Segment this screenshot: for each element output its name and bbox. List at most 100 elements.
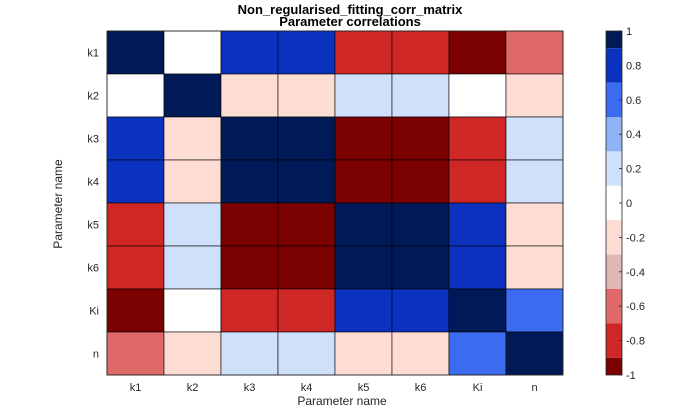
x-tick-label: k3	[244, 382, 256, 394]
heatmap-cell-k1-n	[505, 30, 564, 75]
y-axis-ticks: k1 k2 k3 k4 k5 k6 Ki n	[87, 48, 99, 361]
colorbar-tick-label: 0.2	[626, 164, 641, 176]
colorbar-tick-label: 1	[626, 26, 632, 38]
plot-frame	[106, 30, 564, 376]
heatmap-cell-k1-k3	[220, 30, 279, 75]
heatmap-cell-k6-k3	[220, 245, 279, 290]
x-tick-label: n	[531, 382, 537, 394]
heatmap-cell-k2-k2	[163, 73, 222, 118]
heatmap-cell-Ki-n	[505, 288, 564, 333]
heatmap-cell-k5-k3	[220, 202, 279, 247]
heatmap-cell-k6-k6	[391, 245, 450, 290]
heatmap-cell-n-k2	[163, 331, 222, 376]
heatmap-cell-k5-k2	[163, 202, 222, 247]
heatmap-cell-k1-k6	[391, 30, 450, 75]
colorbar-tick-label: -0.2	[626, 232, 645, 244]
y-tick-label: k2	[87, 91, 99, 103]
colorbar-tick-label: -0.6	[626, 301, 645, 313]
colorbar-tick-label: 0.6	[626, 95, 641, 107]
heatmap-cell-Ki-Ki	[448, 288, 507, 333]
heatmap-cell-k3-k5	[334, 116, 393, 161]
heatmap-cell-k1-k2	[163, 30, 222, 75]
heatmap-cell-Ki-k4	[277, 288, 336, 333]
colorbar-segment	[606, 82, 622, 117]
x-tick-label: k2	[187, 382, 199, 394]
heatmap-cell-k4-k2	[163, 159, 222, 204]
heatmap-cell-n-k1	[106, 331, 165, 376]
heatmap-cell-k3-k3	[220, 116, 279, 161]
colorbar-segment	[606, 48, 622, 83]
heatmap-cell-k6-k1	[106, 245, 165, 290]
colorbar-segment	[606, 31, 622, 49]
heatmap-cell-k5-k5	[334, 202, 393, 247]
heatmap-cell-k5-k1	[106, 202, 165, 247]
colorbar-segment	[606, 151, 622, 186]
colorbar-segment	[606, 323, 622, 358]
heatmap-cell-n-n	[505, 331, 564, 376]
heatmap-cell-k3-k2	[163, 116, 222, 161]
colorbar-segment	[606, 185, 622, 221]
heatmap-cell-k4-k3	[220, 159, 279, 204]
heatmap-cell-k1-k1	[106, 30, 165, 75]
heatmap-cell-k4-k4	[277, 159, 336, 204]
heatmap-cell-k3-n	[505, 116, 564, 161]
y-tick-label: k1	[87, 48, 99, 60]
chart-subtitle: Parameter correlations	[279, 14, 421, 29]
colorbar-segment	[606, 117, 622, 152]
x-axis-ticks: k1 k2 k3 k4 k5 k6 Ki n	[130, 382, 538, 394]
y-tick-label: k5	[87, 220, 99, 232]
colorbar-tick-label: -0.8	[626, 336, 645, 348]
heatmap-cell-k2-n	[505, 73, 564, 118]
heatmap-cell-Ki-k1	[106, 288, 165, 333]
heatmap-cell-Ki-k5	[334, 288, 393, 333]
heatmap-cells	[106, 30, 564, 376]
x-tick-label: k1	[130, 382, 142, 394]
heatmap-cell-k2-k3	[220, 73, 279, 118]
heatmap-cell-k3-k1	[106, 116, 165, 161]
heatmap-cell-k5-k4	[277, 202, 336, 247]
x-tick-label: k4	[301, 382, 313, 394]
heatmap-cell-k6-k5	[334, 245, 393, 290]
heatmap-cell-k2-Ki	[448, 73, 507, 118]
heatmap-cell-k5-n	[505, 202, 564, 247]
heatmap-cell-Ki-k2	[163, 288, 222, 333]
x-tick-label: k5	[358, 382, 370, 394]
heatmap-cell-k5-k6	[391, 202, 450, 247]
heatmap-cell-n-k3	[220, 331, 279, 376]
heatmap-cell-k3-k4	[277, 116, 336, 161]
heatmap-cell-k6-k4	[277, 245, 336, 290]
heatmap-cell-n-k6	[391, 331, 450, 376]
heatmap-cell-k5-Ki	[448, 202, 507, 247]
colorbar-segment	[606, 357, 622, 375]
colorbar-tick-label: 0.4	[626, 129, 641, 141]
heatmap-cell-k4-Ki	[448, 159, 507, 204]
heatmap-cell-k1-Ki	[448, 30, 507, 75]
heatmap-cell-k2-k6	[391, 73, 450, 118]
heatmap-cell-Ki-k3	[220, 288, 279, 333]
x-tick-label: k6	[415, 382, 427, 394]
heatmap-cell-k3-k6	[391, 116, 450, 161]
heatmap-cell-k6-Ki	[448, 245, 507, 290]
y-tick-label: Ki	[89, 306, 99, 318]
heatmap-cell-k2-k4	[277, 73, 336, 118]
y-tick-label: k6	[87, 263, 99, 275]
heatmap-cell-n-k5	[334, 331, 393, 376]
heatmap-cell-k2-k1	[106, 73, 165, 118]
heatmap-cell-Ki-k6	[391, 288, 450, 333]
heatmap-cell-k1-k5	[334, 30, 393, 75]
colorbar-segment	[606, 289, 622, 324]
x-tick-label: Ki	[473, 382, 483, 394]
colorbar-tick-label: -0.4	[626, 267, 645, 279]
colorbar-tick-label: -1	[626, 370, 636, 382]
heatmap-cell-n-Ki	[448, 331, 507, 376]
y-axis-label: Parameter name	[51, 159, 65, 249]
colorbar-tick-label: 0	[626, 198, 632, 210]
heatmap-cell-k4-k1	[106, 159, 165, 204]
heatmap-cell-k6-k2	[163, 245, 222, 290]
heatmap-cell-k6-n	[505, 245, 564, 290]
y-tick-label: k4	[87, 177, 99, 189]
y-tick-label: k3	[87, 134, 99, 146]
colorbar-segment	[606, 220, 622, 255]
